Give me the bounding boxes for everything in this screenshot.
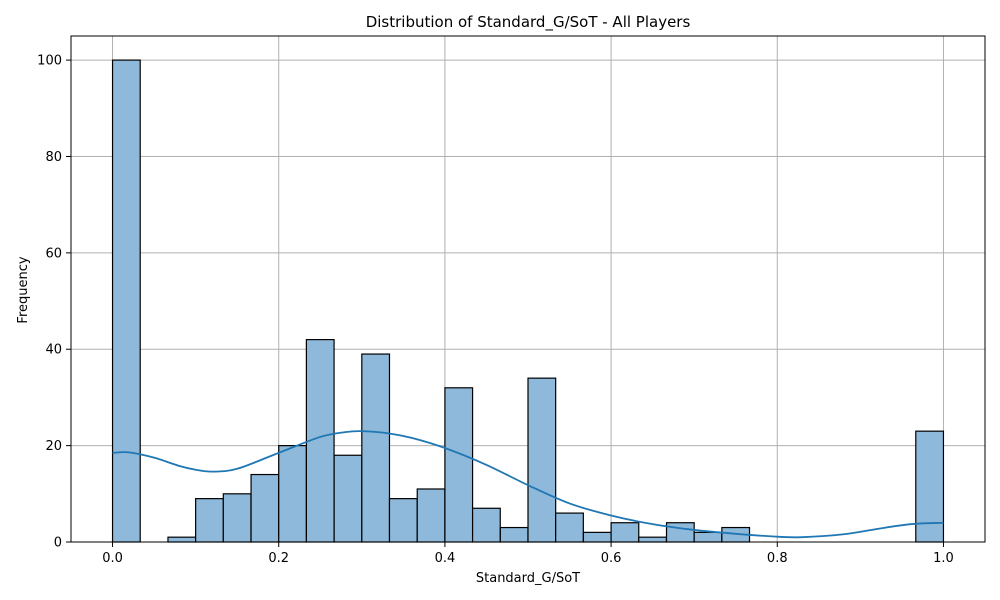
histogram-bar-2 [167, 536, 197, 543]
histogram-bar-21 [693, 531, 723, 543]
kde-curve [112, 430, 944, 539]
histogram-bar-19 [638, 536, 668, 543]
y-axis-ticks: 0 20 40 60 80 100 [37, 54, 71, 551]
histogram-bar-3 [195, 498, 224, 543]
y-tick-label-1: 20 [45, 439, 62, 454]
histogram-bar-12 [444, 387, 474, 543]
histogram-bar-16 [555, 512, 584, 543]
x-tick-label-2: 0.4 [435, 551, 456, 566]
y-tick-label-4: 80 [45, 150, 62, 165]
histogram-bar-5 [250, 473, 280, 543]
y-tick-label-2: 40 [45, 343, 62, 358]
histogram-bar-6 [278, 445, 307, 543]
y-tick-label-0: 0 [54, 536, 62, 551]
histogram-bar-11 [416, 488, 446, 543]
histogram-bar-10 [388, 498, 418, 543]
y-axis-label: Frequency [16, 256, 31, 323]
x-tick-label-1: 0.2 [268, 551, 289, 566]
histogram-bar-4 [222, 493, 252, 543]
x-tick-label-0: 0.0 [102, 551, 123, 566]
bars-group [111, 59, 945, 543]
x-tick-label-4: 0.8 [767, 551, 788, 566]
histogram-bar-15 [527, 377, 557, 543]
x-tick-label-5: 1.0 [933, 551, 954, 566]
x-axis-ticks: 0.0 0.2 0.4 0.6 0.8 1.0 [102, 542, 954, 566]
histogram-bar-0 [111, 59, 141, 543]
histogram-bar-20 [665, 522, 695, 543]
histogram-bar-17 [582, 531, 612, 543]
histogram-bar-13 [471, 507, 501, 543]
y-tick-label-5: 100 [37, 54, 62, 69]
histogram-bar-8 [333, 454, 363, 543]
x-axis-label: Standard_G/SoT [476, 571, 580, 586]
plot-frame [70, 35, 986, 543]
histogram-bar-29 [915, 430, 945, 543]
y-tick-label-3: 60 [45, 246, 62, 261]
histogram-bar-18 [610, 522, 640, 543]
x-tick-label-3: 0.6 [601, 551, 622, 566]
chart-title: Distribution of Standard_G/SoT - All Pla… [366, 13, 691, 32]
histogram-bar-14 [499, 526, 529, 543]
histogram-bar-9 [361, 353, 391, 543]
